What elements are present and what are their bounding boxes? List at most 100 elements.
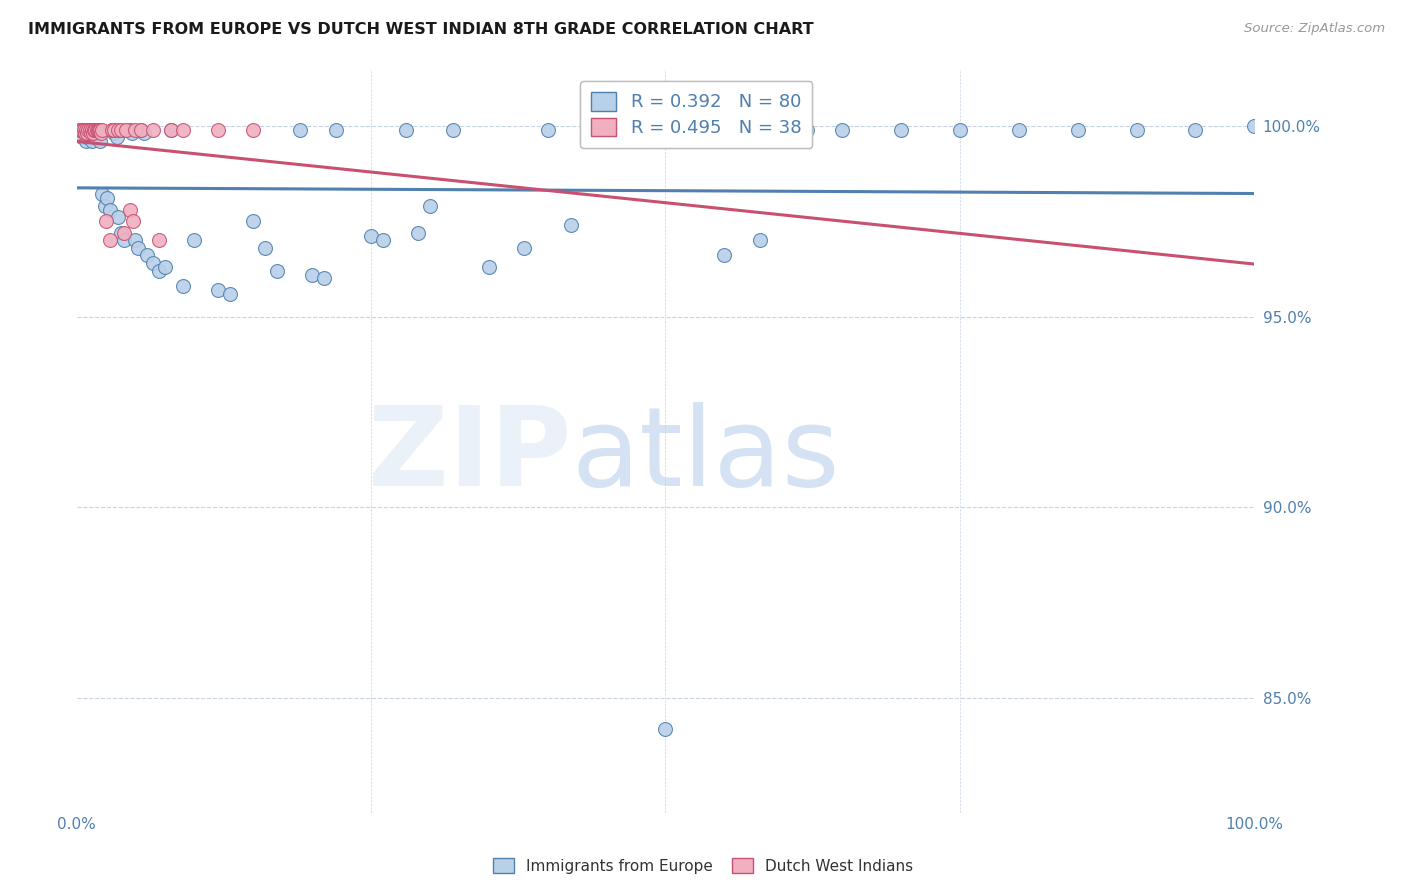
Point bbox=[77, 122, 100, 136]
Point bbox=[560, 218, 582, 232]
Point bbox=[79, 122, 101, 136]
Point bbox=[122, 214, 145, 228]
Point bbox=[207, 122, 229, 136]
Point bbox=[105, 130, 128, 145]
Point bbox=[75, 122, 97, 136]
Point bbox=[124, 122, 146, 136]
Point bbox=[142, 256, 165, 270]
Point bbox=[127, 241, 149, 255]
Point bbox=[831, 122, 853, 136]
Point bbox=[1243, 119, 1265, 133]
Point bbox=[242, 122, 264, 136]
Point bbox=[159, 122, 181, 136]
Point bbox=[83, 122, 105, 136]
Point bbox=[110, 226, 132, 240]
Point bbox=[115, 122, 138, 136]
Point bbox=[537, 122, 560, 136]
Point bbox=[107, 211, 129, 225]
Point bbox=[132, 127, 155, 141]
Point bbox=[1125, 122, 1147, 136]
Point bbox=[73, 127, 96, 141]
Point bbox=[796, 122, 818, 136]
Point bbox=[94, 199, 117, 213]
Point bbox=[86, 122, 108, 136]
Point bbox=[131, 122, 153, 136]
Point bbox=[153, 260, 176, 274]
Point bbox=[207, 283, 229, 297]
Point bbox=[124, 233, 146, 247]
Point bbox=[72, 122, 94, 136]
Point bbox=[443, 122, 465, 136]
Point bbox=[118, 122, 141, 136]
Point bbox=[101, 122, 124, 136]
Point bbox=[360, 229, 382, 244]
Point bbox=[253, 241, 276, 255]
Text: ZIP: ZIP bbox=[368, 402, 571, 509]
Point bbox=[890, 122, 912, 136]
Point bbox=[91, 187, 114, 202]
Point bbox=[312, 271, 335, 285]
Point bbox=[136, 248, 159, 262]
Point bbox=[301, 268, 323, 282]
Point bbox=[110, 122, 132, 136]
Text: atlas: atlas bbox=[571, 402, 839, 509]
Point bbox=[419, 199, 441, 213]
Point bbox=[290, 122, 312, 136]
Point bbox=[371, 233, 394, 247]
Point bbox=[103, 122, 125, 136]
Point bbox=[87, 122, 110, 136]
Legend: Immigrants from Europe, Dutch West Indians: Immigrants from Europe, Dutch West India… bbox=[486, 852, 920, 880]
Point bbox=[79, 127, 101, 141]
Point bbox=[80, 127, 103, 141]
Point bbox=[87, 127, 110, 141]
Point bbox=[72, 122, 94, 136]
Point bbox=[69, 122, 91, 136]
Point bbox=[73, 127, 96, 141]
Point bbox=[406, 226, 429, 240]
Point bbox=[748, 233, 770, 247]
Point bbox=[87, 122, 110, 136]
Point bbox=[112, 226, 135, 240]
Point bbox=[118, 202, 141, 217]
Point bbox=[87, 122, 110, 136]
Point bbox=[242, 214, 264, 228]
Point bbox=[159, 122, 181, 136]
Point bbox=[713, 248, 735, 262]
Point bbox=[89, 122, 111, 136]
Point bbox=[513, 241, 536, 255]
Point bbox=[69, 122, 91, 136]
Point bbox=[1184, 122, 1206, 136]
Point bbox=[98, 233, 121, 247]
Point bbox=[72, 122, 94, 136]
Point bbox=[89, 134, 111, 148]
Point bbox=[112, 233, 135, 247]
Point bbox=[395, 122, 418, 136]
Point bbox=[101, 122, 124, 136]
Point bbox=[654, 722, 676, 736]
Point bbox=[266, 264, 288, 278]
Point bbox=[94, 214, 117, 228]
Point bbox=[72, 130, 94, 145]
Point bbox=[77, 122, 100, 136]
Point bbox=[172, 122, 194, 136]
Point bbox=[148, 233, 170, 247]
Legend: R = 0.392   N = 80, R = 0.495   N = 38: R = 0.392 N = 80, R = 0.495 N = 38 bbox=[581, 81, 813, 148]
Text: IMMIGRANTS FROM EUROPE VS DUTCH WEST INDIAN 8TH GRADE CORRELATION CHART: IMMIGRANTS FROM EUROPE VS DUTCH WEST IND… bbox=[28, 22, 814, 37]
Point bbox=[1066, 122, 1088, 136]
Point bbox=[325, 122, 347, 136]
Point bbox=[103, 127, 125, 141]
Point bbox=[76, 130, 98, 145]
Point bbox=[142, 122, 165, 136]
Point bbox=[82, 127, 104, 141]
Point bbox=[148, 264, 170, 278]
Point bbox=[70, 127, 93, 141]
Point bbox=[80, 134, 103, 148]
Point bbox=[172, 279, 194, 293]
Point bbox=[75, 134, 97, 148]
Point bbox=[91, 122, 114, 136]
Point bbox=[86, 127, 108, 141]
Point bbox=[76, 127, 98, 141]
Point bbox=[84, 122, 107, 136]
Point bbox=[131, 122, 153, 136]
Point bbox=[98, 202, 121, 217]
